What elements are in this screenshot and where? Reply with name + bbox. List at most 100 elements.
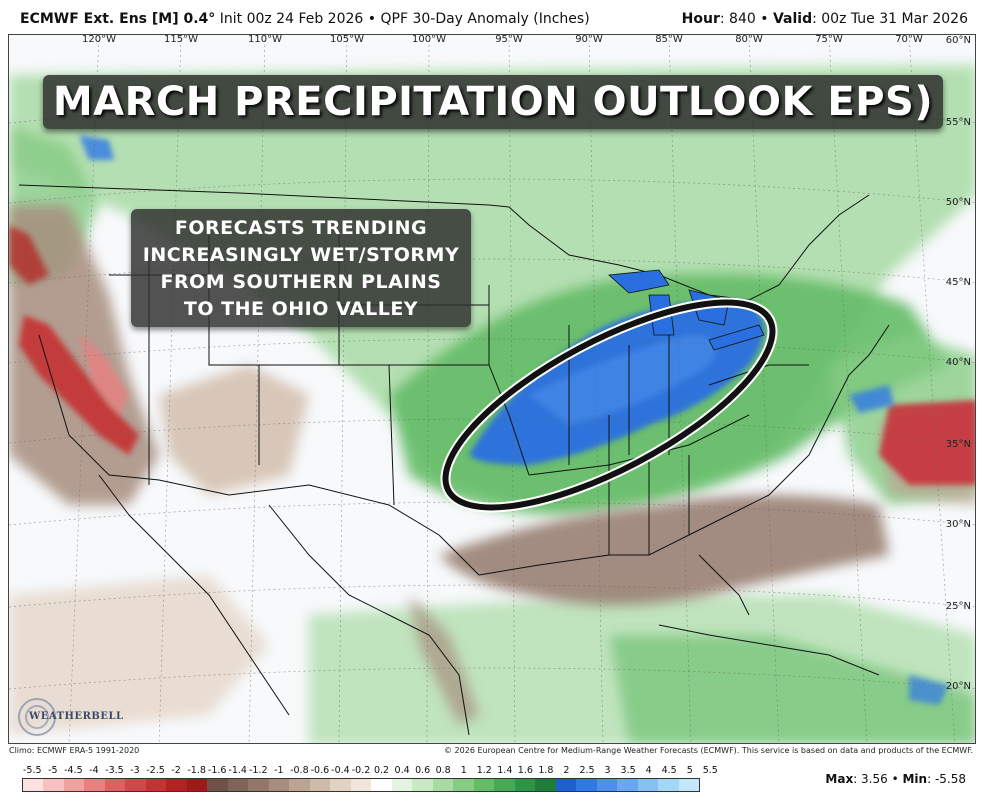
legend-label: 0.2 bbox=[373, 765, 390, 776]
legend-swatch bbox=[227, 779, 249, 791]
legend-label: 1.4 bbox=[497, 765, 513, 776]
lon-label: 75°W bbox=[815, 34, 843, 45]
legend-label: -3 bbox=[130, 765, 140, 776]
legend-swatch bbox=[576, 779, 597, 791]
product-name: QPF 30-Day Anomaly (Inches) bbox=[380, 11, 590, 27]
lat-label: 55°N bbox=[945, 117, 971, 128]
legend-swatch bbox=[84, 779, 105, 791]
lat-label: 20°N bbox=[945, 681, 971, 692]
legend-label: 4 bbox=[645, 765, 652, 776]
legend-swatch bbox=[166, 779, 187, 791]
callout-line: INCREASINGLY WET/STORMY bbox=[142, 244, 460, 266]
legend-swatch bbox=[125, 779, 146, 791]
legend-swatch bbox=[309, 779, 331, 791]
weatherbell-logo: WEATHERBELL bbox=[15, 695, 123, 741]
legend-swatch bbox=[104, 779, 126, 791]
legend-swatch bbox=[186, 779, 208, 791]
lon-label: 105°W bbox=[330, 34, 364, 45]
legend-label: -0.8 bbox=[290, 765, 309, 776]
lon-label: 95°W bbox=[495, 34, 523, 45]
logo-text: WEATHERBELL bbox=[29, 711, 124, 722]
hour-value: : 840 bbox=[719, 11, 756, 27]
legend-swatch bbox=[350, 779, 372, 791]
focus-ellipse bbox=[442, 299, 776, 511]
legend-label: 3.5 bbox=[620, 765, 636, 776]
legend-swatch bbox=[43, 779, 64, 791]
legend-swatch bbox=[658, 779, 679, 791]
legend-swatch bbox=[23, 779, 44, 791]
legend-label: -3.5 bbox=[105, 765, 124, 776]
legend-swatch bbox=[412, 779, 433, 791]
lon-label: 115°W bbox=[164, 34, 198, 45]
legend-label: -2.5 bbox=[146, 765, 165, 776]
lon-label: 120°W bbox=[82, 34, 116, 45]
model-title: ECMWF Ext. Ens [M] 0.4° Init 00z 24 Feb … bbox=[20, 11, 590, 27]
legend-label: 1.8 bbox=[538, 765, 554, 776]
legend-label: -0.2 bbox=[351, 765, 371, 776]
legend-swatch bbox=[555, 779, 577, 791]
lon-label: 110°W bbox=[248, 34, 282, 45]
legend-swatch bbox=[494, 779, 515, 791]
legend-label: 0.4 bbox=[394, 765, 410, 776]
legend-label: -2 bbox=[171, 765, 181, 776]
legend-swatch bbox=[330, 779, 351, 791]
legend-label: -5.5 bbox=[22, 765, 42, 776]
lat-label: 35°N bbox=[945, 439, 971, 450]
legend-label: -0.4 bbox=[331, 765, 350, 776]
legend-label: -0.6 bbox=[310, 765, 330, 776]
forecast-callout: FORECASTS TRENDING INCREASINGLY WET/STOR… bbox=[131, 209, 471, 327]
legend-label: 5 bbox=[686, 765, 693, 776]
legend-label: 4.5 bbox=[661, 765, 677, 776]
legend-label: -1.6 bbox=[207, 765, 227, 776]
min-label: Min bbox=[902, 772, 928, 786]
legend-label: -1.8 bbox=[187, 765, 206, 776]
legend-label: -4.5 bbox=[64, 765, 83, 776]
callout-line: FROM SOUTHERN PLAINS bbox=[160, 271, 442, 293]
color-legend bbox=[22, 778, 700, 792]
legend-swatch bbox=[535, 779, 556, 791]
map-panel: 120°W 115°W 110°W 105°W 100°W 95°W 90°W … bbox=[8, 34, 976, 744]
legend-label: -5 bbox=[48, 765, 58, 776]
header: ECMWF Ext. Ens [M] 0.4° Init 00z 24 Feb … bbox=[0, 0, 984, 34]
legend-label: 1.6 bbox=[517, 765, 533, 776]
legend-swatch bbox=[514, 779, 536, 791]
lon-label: 85°W bbox=[655, 34, 683, 45]
lat-label: 30°N bbox=[945, 519, 971, 530]
lon-label: 100°W bbox=[412, 34, 446, 45]
legend-label: 2.5 bbox=[579, 765, 595, 776]
valid-label: Valid bbox=[772, 11, 813, 27]
legend-swatch bbox=[637, 779, 659, 791]
min-value: : -5.58 bbox=[927, 772, 966, 786]
legend-label: 0.8 bbox=[435, 765, 451, 776]
max-min-readout: Max: 3.56 • Min: -5.58 bbox=[825, 772, 966, 786]
lon-label: 90°W bbox=[575, 34, 603, 45]
lon-label: 70°W bbox=[895, 34, 923, 45]
lat-label: 45°N bbox=[945, 277, 971, 288]
init-time: Init 00z 24 Feb 2026 bbox=[219, 11, 364, 27]
legend-label: -1.2 bbox=[248, 765, 268, 776]
legend-swatch bbox=[145, 779, 167, 791]
legend-label: 5.5 bbox=[702, 765, 718, 776]
max-value: : 3.56 bbox=[853, 772, 888, 786]
copyright-note: © 2026 European Centre for Medium-Range … bbox=[444, 746, 973, 755]
footer: Climo: ECMWF ERA-5 1991-2020 © 2026 Euro… bbox=[0, 744, 984, 808]
legend-swatch bbox=[391, 779, 413, 791]
legend-swatch bbox=[596, 779, 618, 791]
climo-note: Climo: ECMWF ERA-5 1991-2020 bbox=[9, 746, 140, 755]
legend-swatch bbox=[617, 779, 638, 791]
model-label: ECMWF Ext. Ens [M] 0.4 bbox=[20, 11, 209, 27]
lat-label: 60°N bbox=[945, 35, 971, 46]
legend-labels: -5.5 -5 -4.5 -4 -3.5 -3 -2.5 -2 -1.8 -1.6 -1.4 -1.2… bbox=[22, 765, 718, 777]
lat-label: 50°N bbox=[945, 197, 971, 208]
anomaly-map bbox=[9, 35, 975, 743]
legend-swatch bbox=[207, 779, 228, 791]
banner-title: MARCH PRECIPITATION OUTLOOK EPS) bbox=[52, 79, 934, 125]
legend-label: 1 bbox=[460, 765, 467, 776]
very-dry-anomaly bbox=[9, 225, 975, 485]
legend-swatch bbox=[248, 779, 269, 791]
title-banner: MARCH PRECIPITATION OUTLOOK EPS) bbox=[43, 75, 943, 129]
legend-swatch bbox=[432, 779, 454, 791]
hour-label: Hour bbox=[681, 11, 720, 27]
legend-label: -4 bbox=[89, 765, 99, 776]
max-label: Max bbox=[825, 772, 854, 786]
